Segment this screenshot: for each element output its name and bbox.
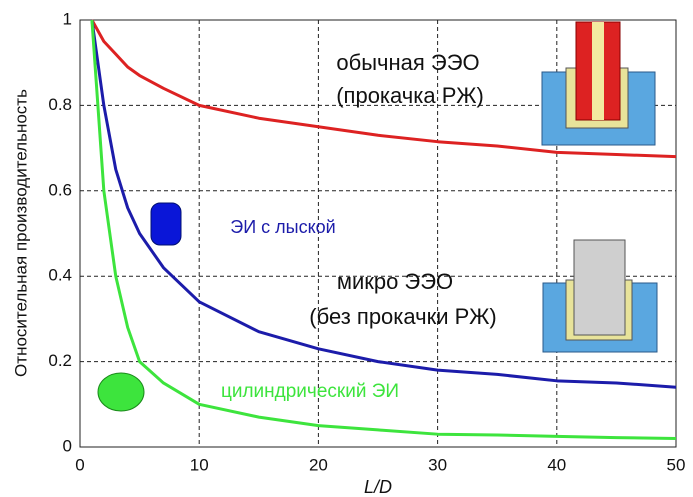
x-tick-label: 10 bbox=[190, 455, 209, 474]
x-axis-label: L/D bbox=[364, 477, 392, 497]
annotation: обычная ЭЭО bbox=[336, 50, 479, 75]
x-tick-label: 0 bbox=[75, 455, 84, 474]
y-axis-label: Относительная производительность bbox=[11, 89, 30, 377]
y-tick-label: 0 bbox=[63, 436, 72, 455]
y-tick-label: 0.6 bbox=[48, 180, 72, 199]
y-tick-label: 0.8 bbox=[48, 95, 72, 114]
annotation: ЭИ с лыской bbox=[230, 217, 335, 237]
annotation: (прокачка РЖ) bbox=[336, 83, 484, 108]
x-tick-label: 30 bbox=[428, 455, 447, 474]
x-tick-label: 40 bbox=[547, 455, 566, 474]
annotation: цилиндрический ЭИ bbox=[221, 381, 399, 402]
inset-micro bbox=[543, 240, 657, 352]
x-tick-label: 20 bbox=[309, 455, 328, 474]
inset-conventional bbox=[542, 22, 655, 145]
annotation: микро ЭЭО bbox=[337, 269, 453, 294]
y-tick-label: 1 bbox=[63, 9, 72, 28]
annotation: (без прокачки РЖ) bbox=[309, 304, 496, 329]
icon-cylindrical-electrode bbox=[98, 373, 144, 411]
y-tick-label: 0.4 bbox=[48, 266, 72, 285]
x-tick-label: 50 bbox=[667, 455, 686, 474]
icon-flat-electrode bbox=[151, 203, 181, 245]
y-tick-label: 0.2 bbox=[48, 351, 72, 370]
chart: Относительная производительность L/D 0 0.… bbox=[0, 0, 693, 497]
